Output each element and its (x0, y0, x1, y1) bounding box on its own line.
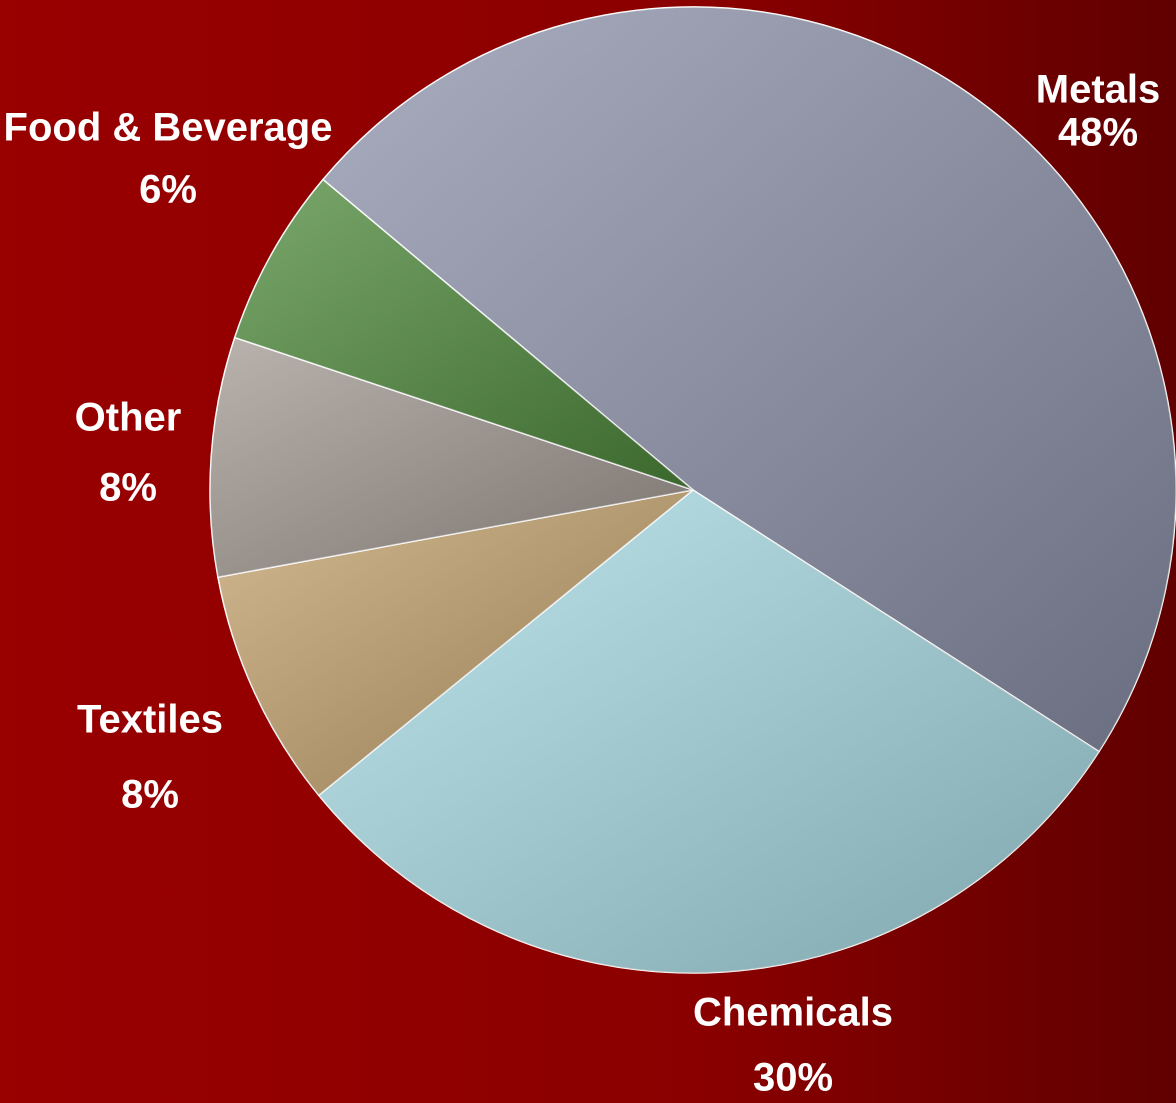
value-label: 30% (753, 1056, 833, 1100)
slice-shading (318, 490, 1099, 974)
pie (209, 6, 1176, 974)
value-label: 8% (121, 773, 179, 817)
category-label: Other (75, 396, 182, 440)
category-label: Metals (1036, 68, 1161, 112)
category-label: Textiles (77, 698, 223, 742)
slice-shading (210, 337, 693, 578)
value-label: 48% (1058, 111, 1138, 155)
value-label: 6% (139, 168, 197, 212)
slice-shading (234, 179, 694, 491)
category-label: Chemicals (693, 991, 893, 1035)
slice-shading (217, 490, 693, 796)
slice-shading (323, 7, 1176, 752)
value-label: 8% (99, 466, 157, 510)
category-label: Food & Beverage (4, 106, 333, 150)
